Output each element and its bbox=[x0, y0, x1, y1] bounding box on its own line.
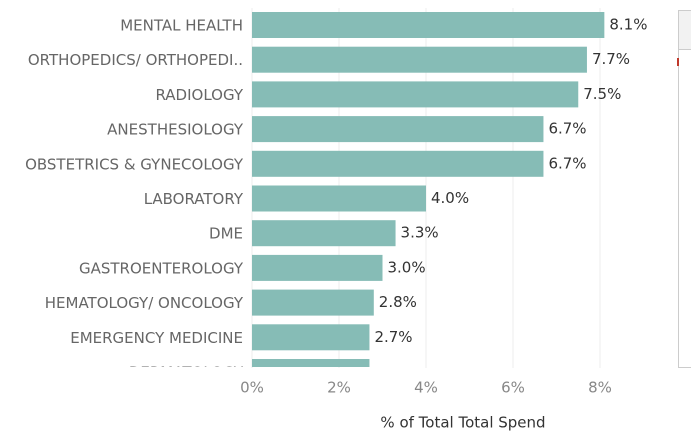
category-label: HEMATOLOGY/ ONCOLOGY bbox=[45, 294, 244, 312]
bar bbox=[252, 255, 383, 281]
bar bbox=[252, 47, 587, 73]
value-label: 6.7% bbox=[548, 120, 586, 138]
x-tick-label: 8% bbox=[588, 379, 612, 397]
side-panel-marker bbox=[677, 58, 679, 66]
value-label: 2.7% bbox=[374, 328, 412, 346]
value-label: 7.5% bbox=[583, 85, 621, 103]
x-axis: 0% 2% 4% 6% 8% bbox=[240, 379, 612, 397]
bar bbox=[252, 186, 426, 212]
rows: MENTAL HEALTH 8.1% ORTHOPEDICS/ ORTHOPEDI.… bbox=[25, 12, 647, 385]
bar bbox=[252, 290, 374, 316]
category-label: ANESTHESIOLOGY bbox=[107, 121, 244, 139]
category-label: RADIOLOGY bbox=[155, 86, 243, 104]
category-label: MENTAL HEALTH bbox=[120, 17, 243, 35]
category-label: DME bbox=[209, 225, 243, 243]
value-label: 2.8% bbox=[379, 293, 417, 311]
side-panel bbox=[679, 11, 691, 368]
bar bbox=[252, 151, 543, 177]
category-label: LABORATORY bbox=[144, 190, 244, 208]
category-label: ORTHOPEDICS/ ORTHOPEDI.. bbox=[28, 51, 243, 69]
value-label: 3.0% bbox=[388, 258, 426, 276]
value-label: 6.7% bbox=[548, 154, 586, 172]
category-label: DERMATOLOGY bbox=[129, 364, 244, 382]
x-tick-label: 6% bbox=[501, 379, 525, 397]
bar bbox=[252, 12, 604, 38]
category-label: EMERGENCY MEDICINE bbox=[70, 329, 243, 347]
x-tick-label: 0% bbox=[240, 379, 264, 397]
bar bbox=[252, 359, 369, 385]
value-label: 3.3% bbox=[401, 224, 439, 242]
category-label: OBSTETRICS & GYNECOLOGY bbox=[25, 155, 244, 173]
x-tick-label: 2% bbox=[327, 379, 351, 397]
bar bbox=[252, 81, 578, 107]
value-label: 8.1% bbox=[609, 16, 647, 34]
value-label: 7.7% bbox=[592, 50, 630, 68]
category-label: GASTROENTEROLOGY bbox=[79, 259, 244, 277]
x-axis-title: % of Total Total Spend bbox=[380, 414, 545, 432]
x-tick-label: 4% bbox=[414, 379, 438, 397]
bar bbox=[252, 324, 369, 350]
value-label: 4.0% bbox=[431, 189, 469, 207]
bar bbox=[252, 116, 543, 142]
side-panel-header bbox=[679, 11, 691, 49]
bar bbox=[252, 220, 396, 246]
